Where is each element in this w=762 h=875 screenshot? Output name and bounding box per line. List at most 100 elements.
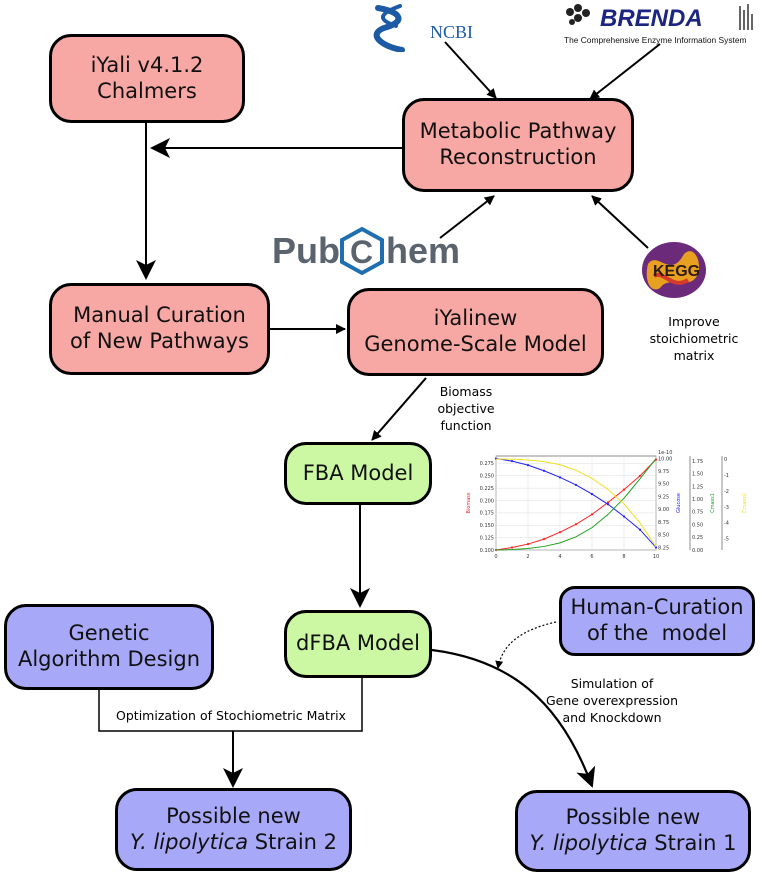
plot-point-biomass — [526, 542, 530, 546]
plot-y-tick-biomass: 0.150 — [480, 523, 494, 529]
ncbi-helix-icon — [373, 5, 405, 52]
plot-point-glucose — [558, 476, 562, 479]
node-dfba-line1: dFBA Model — [296, 631, 420, 656]
node-strain1-line2: Y. lipolytica Strain 1 — [530, 831, 737, 857]
pubchem-logo: Pub C hem — [272, 226, 460, 276]
plot-point-biomass — [542, 538, 546, 541]
plot-x-tick: 8 — [622, 554, 625, 560]
pubchem-text-c: C — [350, 234, 373, 270]
plot-axis-label-cmass1: Cmass1 — [710, 493, 716, 513]
node-strain1-line1: Possible new — [565, 805, 701, 830]
plot-point-glucose — [590, 493, 594, 496]
pubchem-text-pub: Pub — [272, 230, 340, 271]
node-manual-line1: Manual Curation — [73, 303, 246, 328]
plot-y-tick-biomass: 0.275 — [480, 461, 494, 467]
node-manual-line2: of New Pathways — [70, 329, 249, 353]
plot-series-cmass1 — [495, 458, 657, 551]
brenda-bars-icon — [739, 4, 753, 30]
plot-y-tick-cmass2: 0 — [724, 457, 727, 463]
plot-y-tick-glucose: 8.25 — [658, 545, 669, 551]
plot-point-biomass — [606, 501, 610, 504]
label-improve-line1: Improve — [668, 314, 720, 329]
label-simulation-line2: Gene overexpression — [546, 692, 678, 708]
node-strain2-species: Y. lipolytica — [130, 829, 249, 854]
label-biomass-line1: Biomass — [439, 384, 493, 399]
label-biomass-line3: function — [440, 417, 492, 433]
label-simulation-line3: and Knockdown — [562, 709, 662, 725]
node-strain2: Possible new Y. lipolytica Strain 2 — [115, 788, 352, 871]
plot-point-biomass — [510, 546, 514, 549]
node-strain2-line1: Possible new — [166, 803, 301, 828]
label-improve: Improve stoichiometric matrix — [630, 314, 758, 365]
plot-y-tick-cmass1: 1.25 — [692, 484, 703, 490]
kegg-pattern-icon-2 — [652, 272, 690, 285]
node-fba-line1: FBA Model — [302, 460, 414, 485]
node-strain1: Possible new Y. lipolytica Strain 1 — [515, 790, 751, 872]
plot-y-tick-glucose: 10.00 — [658, 456, 672, 462]
node-fba: FBA Model — [284, 442, 432, 505]
ncbi-logo-text: NCBI — [430, 22, 473, 42]
plot-point-biomass — [638, 474, 642, 477]
arrow-human-to-dfba — [495, 621, 557, 669]
label-optimization: Optimization of Stochiometric Matrix — [102, 708, 360, 725]
plot-x-tick: 4 — [558, 554, 561, 560]
plot-x-tick: 6 — [590, 554, 593, 560]
node-metabolic: Metabolic Pathway Reconstruction — [402, 98, 634, 192]
node-strain2-suffix: Strain 2 — [248, 829, 337, 854]
plot-point-glucose — [622, 515, 626, 518]
plot-point-glucose — [542, 469, 546, 472]
plot-point-biomass — [590, 513, 594, 516]
node-genetic-line1: Genetic — [68, 621, 150, 646]
plot-axis-label-cmass2: Cmass2 — [742, 493, 748, 513]
plot-axis-label-glucose: Glucose — [676, 493, 682, 513]
node-human-line2: of the model — [586, 621, 728, 645]
plot-y-tick-biomass: 0.200 — [480, 498, 494, 504]
label-simulation-line1: Simulation of — [570, 676, 654, 691]
arrow-iyalinew-to-fba — [371, 377, 427, 441]
plot-y-tick-cmass1: 0.25 — [692, 535, 703, 541]
plot-y-tick-biomass: 0.125 — [480, 535, 494, 541]
plot-point-biomass — [574, 523, 578, 526]
plot-point-biomass — [558, 531, 562, 534]
node-iyalinew: iYalinew Genome-Scale Model — [347, 288, 604, 376]
plot-y-tick-cmass2: -2 — [724, 489, 729, 495]
ncbi-logo: NCBI — [373, 4, 473, 52]
plot-y-tick-cmass2: -1 — [724, 473, 729, 479]
bracket-optimization — [98, 678, 363, 732]
arrow-brenda-to-metabolic — [589, 43, 661, 100]
node-strain2-line2: Y. lipolytica Strain 2 — [130, 830, 337, 856]
node-iyali-line2: Chalmers — [97, 78, 197, 103]
plot-point-glucose — [638, 528, 642, 531]
plot-y-tick-glucose: 8.50 — [658, 533, 669, 539]
node-metabolic-line1: Metabolic Pathway — [419, 119, 617, 144]
label-improve-line2: stoichiometric matrix — [649, 330, 739, 363]
plot-frame — [495, 455, 657, 551]
plot-y-tick-cmass1: 0.00 — [692, 548, 703, 554]
node-iyalinew-line1: iYalinew — [433, 306, 518, 331]
plot-y-tick-glucose: 9.00 — [658, 507, 669, 513]
node-strain1-species: Y. lipolytica — [529, 831, 648, 855]
node-human: Human-Curation of the model — [559, 586, 755, 656]
label-biomass-line2: objective — [437, 400, 495, 416]
node-iyali: iYali v4.1.2 Chalmers — [49, 34, 245, 123]
plot-y-tick-cmass1: 1.50 — [692, 472, 703, 478]
arrow-dfba-to-strain1 — [431, 648, 596, 788]
plot-y-tick-biomass: 0.175 — [480, 511, 494, 517]
plot-y-tick-cmass2: -3 — [724, 505, 729, 511]
arrow-kegg-to-metabolic — [591, 195, 649, 249]
plot-x-tick: 10 — [653, 554, 659, 560]
plot-y-tick-cmass2: -5 — [724, 537, 729, 543]
plot-point-glucose — [526, 464, 530, 467]
brenda-logo-subtitle: The Comprehensive Enzyme Information Sys… — [564, 35, 746, 45]
brenda-logo: BRENDA The Comprehensive Enzyme Informat… — [564, 4, 753, 45]
label-biomass: Biomass objective function — [432, 384, 500, 435]
node-dfba: dFBA Model — [284, 610, 432, 678]
plot-y-tick-glucose: 8.75 — [658, 520, 669, 526]
kegg-logo-text: KEGG — [653, 263, 700, 280]
plot-y-tick-cmass2: -4 — [724, 521, 729, 527]
plot-exponent: 1e-10 — [658, 450, 672, 456]
node-iyali-line1: iYali v4.1.2 — [90, 52, 204, 77]
plot-y-tick-glucose: 9.25 — [658, 494, 669, 500]
node-genetic: Genetic Algorithm Design — [4, 604, 214, 690]
